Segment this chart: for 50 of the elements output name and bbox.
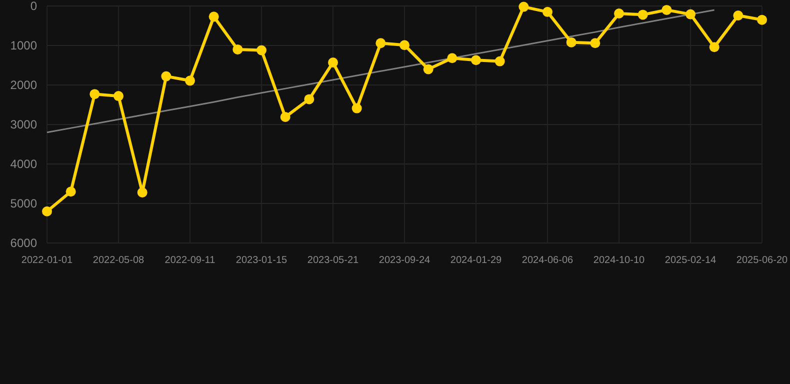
- point: [66, 186, 76, 197]
- point: [137, 187, 148, 198]
- point: [566, 37, 576, 48]
- y-tick-label: 5000: [10, 196, 38, 211]
- point: [304, 94, 314, 104]
- x-tick-label: 2025-02-14: [664, 255, 717, 266]
- y-tick-label: 3000: [10, 118, 38, 132]
- point: [518, 2, 529, 12]
- point: [542, 6, 552, 17]
- x-tick-label: 2024-06-06: [522, 255, 574, 266]
- y-tick-label: 6000: [10, 236, 38, 250]
- point: [376, 38, 386, 48]
- x-tick-label: 2025-06-20: [736, 255, 788, 266]
- point: [614, 8, 624, 19]
- line-series: [46, 9, 716, 134]
- point: [352, 103, 362, 114]
- x-tick-label: 2023-05-21: [307, 255, 360, 266]
- y-tick-label: 0: [30, 0, 38, 14]
- y-tick-label: 2000: [10, 78, 38, 92]
- x-tick-label: 2023-01-15: [236, 255, 288, 266]
- point: [42, 206, 52, 216]
- x-tick-label: 2022-09-11: [164, 255, 216, 266]
- point: [757, 14, 767, 25]
- point: [256, 45, 266, 56]
- point: [232, 44, 243, 54]
- point: [733, 10, 744, 20]
- point: [686, 9, 696, 20]
- point: [662, 4, 672, 15]
- point: [400, 40, 410, 50]
- point: [471, 55, 481, 66]
- x-tick-label: 2022-05-08: [92, 255, 145, 266]
- x-tick-label: 2023-09-24: [378, 255, 431, 266]
- point: [709, 42, 720, 52]
- point: [494, 56, 505, 66]
- point: [161, 71, 172, 82]
- point: [280, 112, 290, 122]
- point: [328, 57, 338, 68]
- point: [90, 89, 100, 100]
- point: [185, 76, 195, 86]
- point: [638, 10, 648, 20]
- x-tick-label: 2024-01-29: [450, 255, 502, 266]
- point: [208, 12, 219, 22]
- x-tick-label: 2024-10-10: [593, 255, 646, 266]
- x-tick-label: 2022-01-01: [21, 255, 74, 266]
- y-tick-label: 1000: [10, 38, 38, 53]
- point: [447, 53, 458, 64]
- y-tick-label: 4000: [10, 157, 38, 172]
- point: [423, 64, 434, 74]
- point: [590, 38, 600, 48]
- point: [114, 91, 124, 102]
